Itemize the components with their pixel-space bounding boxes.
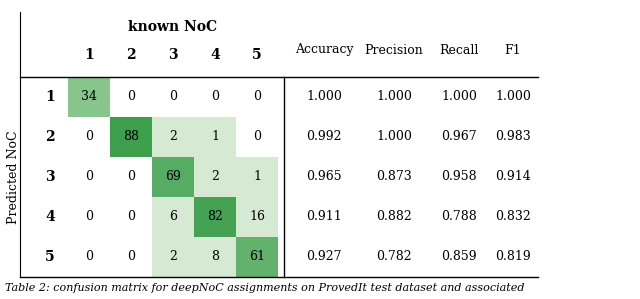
Text: 88: 88 (123, 130, 139, 144)
Bar (152, 197, 194, 237)
Text: 1: 1 (84, 48, 94, 62)
Text: 5: 5 (45, 250, 55, 264)
Text: Accuracy: Accuracy (294, 43, 353, 57)
Bar (194, 197, 236, 237)
Bar (110, 117, 152, 157)
Text: 1: 1 (211, 130, 219, 144)
Text: Predicted NoC: Predicted NoC (8, 130, 20, 224)
Text: 0: 0 (127, 170, 135, 184)
Text: Recall: Recall (439, 43, 479, 57)
Text: 0.965: 0.965 (306, 170, 342, 184)
Text: 4: 4 (210, 48, 220, 62)
Text: 34: 34 (81, 91, 97, 103)
Text: 0.992: 0.992 (307, 130, 342, 144)
Text: 0.873: 0.873 (376, 170, 412, 184)
Text: 0.782: 0.782 (376, 251, 412, 263)
Text: 82: 82 (207, 210, 223, 223)
Text: 0: 0 (127, 251, 135, 263)
Text: 0.882: 0.882 (376, 210, 412, 223)
Text: 1: 1 (253, 170, 261, 184)
Text: 0: 0 (85, 130, 93, 144)
Bar (236, 157, 278, 197)
Text: 0: 0 (127, 91, 135, 103)
Text: 2: 2 (45, 130, 55, 144)
Text: 0.927: 0.927 (307, 251, 342, 263)
Text: 69: 69 (165, 170, 181, 184)
Text: 0.983: 0.983 (495, 130, 531, 144)
Text: 2: 2 (211, 170, 219, 184)
Text: 2: 2 (169, 130, 177, 144)
Bar (152, 237, 194, 277)
Bar (236, 197, 278, 237)
Text: 61: 61 (249, 251, 265, 263)
Text: 2: 2 (169, 251, 177, 263)
Text: 1.000: 1.000 (495, 91, 531, 103)
Text: 0.832: 0.832 (495, 210, 531, 223)
Text: 0.911: 0.911 (306, 210, 342, 223)
Bar (68, 77, 110, 117)
Text: Table 2: confusion matrix for deepNoC assignments on ProvedIt test dataset and a: Table 2: confusion matrix for deepNoC as… (5, 283, 525, 293)
Text: 8: 8 (211, 251, 219, 263)
Text: 5: 5 (252, 48, 262, 62)
Text: 1.000: 1.000 (376, 130, 412, 144)
Bar (194, 157, 236, 197)
Text: 0.967: 0.967 (441, 130, 477, 144)
Text: 0: 0 (127, 210, 135, 223)
Text: known NoC: known NoC (129, 20, 218, 34)
Bar (194, 117, 236, 157)
Text: 3: 3 (45, 170, 55, 184)
Bar (194, 237, 236, 277)
Text: 1.000: 1.000 (376, 91, 412, 103)
Text: 0: 0 (85, 210, 93, 223)
Text: 0.819: 0.819 (495, 251, 531, 263)
Text: 0: 0 (211, 91, 219, 103)
Text: 1.000: 1.000 (441, 91, 477, 103)
Text: 0.958: 0.958 (441, 170, 477, 184)
Text: 0: 0 (85, 170, 93, 184)
Text: 1: 1 (45, 90, 55, 104)
Text: 0.788: 0.788 (441, 210, 477, 223)
Text: 2: 2 (126, 48, 136, 62)
Text: 16: 16 (249, 210, 265, 223)
Text: 3: 3 (168, 48, 178, 62)
Bar (152, 157, 194, 197)
Text: 0: 0 (169, 91, 177, 103)
Text: Precision: Precision (365, 43, 424, 57)
Bar (152, 117, 194, 157)
Bar (236, 237, 278, 277)
Text: 4: 4 (45, 210, 55, 224)
Text: 0: 0 (253, 130, 261, 144)
Text: F1: F1 (505, 43, 522, 57)
Text: 0.914: 0.914 (495, 170, 531, 184)
Text: 1.000: 1.000 (306, 91, 342, 103)
Text: 0: 0 (85, 251, 93, 263)
Text: 6: 6 (169, 210, 177, 223)
Text: 0: 0 (253, 91, 261, 103)
Text: 0.859: 0.859 (441, 251, 477, 263)
